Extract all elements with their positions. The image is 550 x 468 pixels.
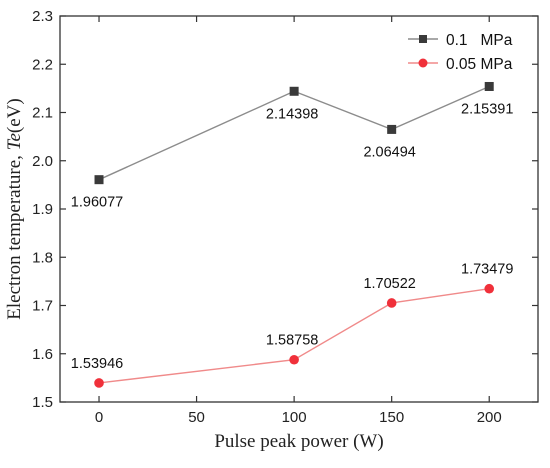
legend-marker-series-2 [418, 58, 428, 68]
x-tick-label: 100 [282, 409, 307, 426]
data-point [289, 86, 299, 96]
data-label: 1.58758 [266, 333, 318, 349]
x-tick-label: 0 [95, 409, 103, 426]
y-tick-label: 2.2 [32, 56, 53, 73]
legend-marker-series-1 [419, 35, 427, 43]
data-labels: 1.96077 2.14398 2.06494 2.15391 1.53946 1.587… [71, 101, 514, 371]
y-tick-label: 1.8 [32, 249, 53, 266]
data-point [94, 378, 104, 388]
data-point [386, 298, 397, 308]
data-label: 2.15391 [461, 101, 513, 117]
y-tick-label: 2.1 [32, 105, 53, 122]
x-tick-label: 50 [188, 409, 205, 426]
legend-label-series-1: 0.1 MPa [446, 32, 513, 49]
y-tick-label: 1.9 [32, 201, 53, 218]
data-label: 1.96077 [71, 195, 123, 211]
data-label: 1.70522 [363, 276, 415, 292]
series-line-1 [98, 85, 490, 181]
y-tick-label: 1.7 [32, 298, 53, 315]
x-tick-label: 150 [379, 409, 404, 426]
legend: 0.1 MPa 0.05 MPa [408, 32, 513, 73]
data-point [289, 354, 299, 365]
y-tick-label: 2.3 [32, 8, 53, 25]
y-tick-label: 2.0 [32, 153, 53, 170]
series-line-2 [98, 288, 490, 384]
x-axis: 0 50 100 150 200 [95, 16, 502, 426]
y-tick-label: 1.5 [32, 394, 53, 411]
data-point [387, 124, 397, 134]
y-axis: 1.5 1.6 1.7 1.8 1.9 2.0 2.1 2.2 2.3 [32, 8, 538, 411]
y-axis-title-unit: (eV) [4, 98, 25, 133]
data-point [484, 283, 495, 294]
y-axis-title-main: Electron temperature, [4, 150, 25, 319]
data-label: 2.14398 [266, 106, 318, 122]
data-label: 2.06494 [363, 144, 415, 160]
data-label: 1.73479 [461, 262, 513, 278]
y-axis-title-symbol: Te [4, 133, 25, 150]
data-point [94, 175, 104, 185]
x-tick-label: 200 [477, 409, 502, 426]
data-point [484, 81, 494, 91]
series-layer [94, 81, 495, 388]
y-tick-label: 1.6 [32, 346, 53, 363]
legend-label-series-2: 0.05 MPa [446, 56, 513, 73]
y-axis-title: Electron temperature, Te(eV) [4, 98, 25, 319]
x-axis-title: Pulse peak power (W) [214, 431, 383, 452]
data-label: 1.53946 [71, 356, 123, 372]
